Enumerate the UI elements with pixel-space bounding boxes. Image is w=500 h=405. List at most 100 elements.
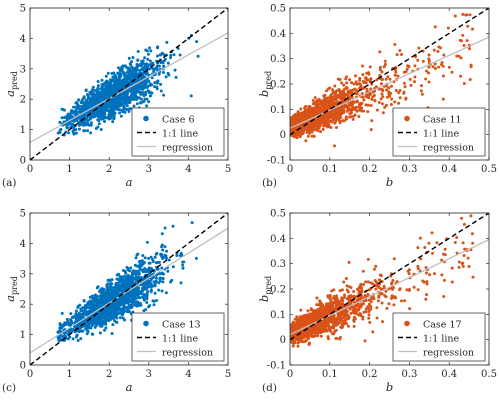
data-point <box>364 81 368 85</box>
data-point <box>128 62 132 66</box>
data-point <box>167 73 171 77</box>
data-point <box>86 118 89 122</box>
data-point <box>354 80 358 84</box>
data-point <box>170 278 174 282</box>
data-point <box>440 63 444 67</box>
data-point <box>366 293 370 297</box>
data-point <box>354 74 358 78</box>
data-point <box>380 92 384 96</box>
data-point <box>98 311 102 315</box>
data-point <box>129 93 133 97</box>
data-point <box>148 261 152 265</box>
data-point <box>115 306 119 310</box>
data-point <box>100 294 104 298</box>
data-point <box>123 107 127 111</box>
data-point <box>341 119 345 123</box>
data-point <box>67 131 71 135</box>
data-point <box>324 108 328 112</box>
data-point <box>380 70 384 74</box>
data-point <box>322 105 326 109</box>
data-point <box>125 297 129 301</box>
data-point <box>137 272 141 276</box>
data-point <box>147 284 151 288</box>
data-point <box>347 260 351 264</box>
data-point <box>130 281 134 285</box>
y-tick-label: 3 <box>20 269 26 280</box>
data-point <box>130 60 134 64</box>
data-point <box>353 113 357 117</box>
data-point <box>111 75 115 79</box>
data-point <box>135 68 139 72</box>
data-point <box>91 332 95 336</box>
data-point <box>153 291 157 295</box>
data-point <box>343 87 347 91</box>
data-point <box>111 323 115 327</box>
legend-entry: 1:1 line <box>423 129 460 140</box>
data-point <box>380 102 384 106</box>
data-point <box>129 71 133 75</box>
data-point <box>105 283 109 287</box>
data-point <box>89 114 93 118</box>
data-point <box>361 269 365 273</box>
data-point <box>103 119 107 123</box>
data-point <box>124 294 128 298</box>
y-tick-label: 0.2 <box>270 80 286 91</box>
data-point <box>156 261 160 265</box>
data-point <box>109 285 113 289</box>
data-point <box>147 67 151 71</box>
data-point <box>461 12 465 16</box>
data-point <box>100 78 104 82</box>
data-point <box>345 117 349 121</box>
data-point <box>89 104 93 108</box>
data-point <box>419 89 423 93</box>
data-point <box>353 106 357 110</box>
data-point <box>405 288 409 292</box>
data-point <box>97 110 101 114</box>
data-point <box>387 90 391 94</box>
data-point <box>142 309 146 313</box>
x-tick-label: 4 <box>185 164 191 175</box>
data-point <box>101 84 105 88</box>
data-point <box>328 99 332 103</box>
data-point <box>153 85 157 89</box>
data-point <box>157 64 161 68</box>
data-point <box>143 97 147 101</box>
data-point <box>145 281 149 285</box>
regression-line <box>30 227 228 354</box>
data-point <box>121 299 125 303</box>
data-point <box>141 87 145 91</box>
data-point <box>307 109 311 113</box>
data-point <box>96 125 100 129</box>
data-point <box>320 117 324 121</box>
x-tick-label: 0 <box>27 369 33 380</box>
data-point <box>145 268 149 272</box>
data-point <box>169 53 173 57</box>
data-point <box>75 100 79 104</box>
data-point <box>178 53 182 57</box>
data-point <box>337 118 341 122</box>
data-point <box>91 100 95 104</box>
data-point <box>412 80 416 84</box>
data-point <box>340 81 344 85</box>
data-point <box>112 114 116 118</box>
data-point <box>383 62 387 66</box>
data-point <box>110 308 114 312</box>
data-point <box>107 101 111 105</box>
data-point <box>89 326 93 330</box>
data-point <box>77 123 81 127</box>
data-point <box>358 76 362 80</box>
data-point <box>296 117 300 121</box>
data-point <box>316 120 320 124</box>
data-point <box>465 39 469 43</box>
data-point <box>146 89 150 93</box>
data-point <box>313 120 317 124</box>
data-point <box>374 85 378 89</box>
data-point <box>304 139 308 143</box>
data-point <box>116 98 119 102</box>
data-point <box>120 275 124 279</box>
data-point <box>134 269 137 273</box>
data-point <box>70 315 74 319</box>
data-point <box>84 98 88 102</box>
data-point <box>322 124 326 128</box>
data-point <box>446 26 450 30</box>
